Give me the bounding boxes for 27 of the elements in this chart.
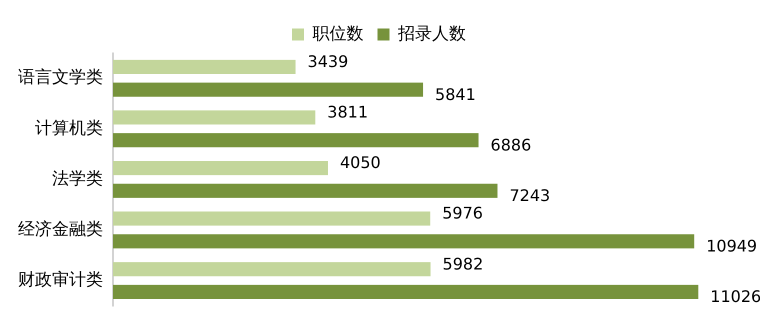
y-tick-label: 语言文学类 xyxy=(18,68,103,88)
data-label: 7243 xyxy=(509,186,550,205)
bar xyxy=(113,160,328,176)
y-tick-label: 法学类 xyxy=(52,168,103,189)
data-label: 10949 xyxy=(706,236,758,256)
data-label: 3811 xyxy=(327,102,368,122)
y-tick-label: 经济金融类 xyxy=(18,219,103,240)
data-label: 5841 xyxy=(435,84,476,104)
y-tick-label: 财政审计类 xyxy=(18,270,103,290)
bar xyxy=(113,212,430,226)
data-label: 6886 xyxy=(490,135,532,154)
legend-label: 职位数 xyxy=(312,24,364,44)
bar xyxy=(113,184,498,198)
bar xyxy=(113,110,316,125)
bar xyxy=(113,234,694,248)
bar xyxy=(113,82,424,97)
data-label: 11026 xyxy=(710,287,762,306)
bar xyxy=(113,133,479,148)
y-tick-label: 计算机类 xyxy=(35,118,103,138)
data-label: 5982 xyxy=(442,254,484,274)
bar xyxy=(113,284,698,299)
data-label: 5976 xyxy=(442,204,483,223)
bar xyxy=(113,60,296,74)
data-label: 3439 xyxy=(308,52,348,72)
legend-label: 招录人数 xyxy=(397,24,466,44)
bar xyxy=(113,262,431,276)
data-label: 4050 xyxy=(340,153,381,172)
